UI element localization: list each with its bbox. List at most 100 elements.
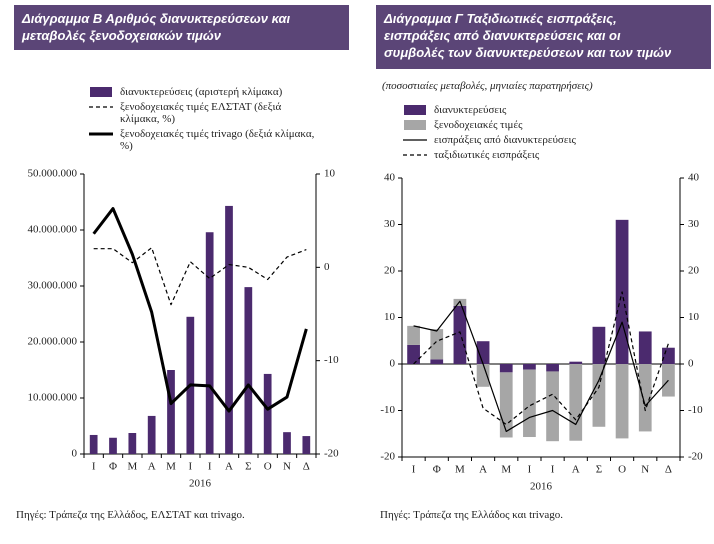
legend-box [404,120,426,130]
y-tick-label: 30 [384,218,396,230]
legend-item: διανυκτερεύσεις (αριστερή κλίμακα) [88,86,318,98]
x-tick-label: Ι [412,464,416,476]
source: Πηγές: Τράπεζα της Ελλάδος και trivago. [380,509,563,521]
bar [638,364,652,432]
y2-tick-label: 30 [688,218,700,230]
bar [569,364,583,441]
x-tick-label: Μ [127,461,137,473]
x-tick-label: Ο [618,464,626,476]
x-tick-label: Α [225,461,233,473]
legend-swatch [403,154,427,156]
legend-label: διανυκτερεύσεις [434,104,507,116]
x-tick-label: Ι [528,464,532,476]
y2-tick-label: -20 [688,451,703,463]
title-line: Διάγραμμα Β Αριθμός διανυκτερεύσεων και [22,11,291,26]
bar [662,347,675,364]
y-tick-label: 10.000.000 [28,392,78,404]
source: Πηγές: Τράπεζα της Ελλάδος, ΕΛΣΤΑΤ και t… [16,509,245,521]
bar [283,432,291,454]
legend-item: ξενοδοχειακές τιμές trivago (δεξιά κλίμα… [88,128,318,152]
y2-tick-label: 0 [688,358,694,370]
y2-tick-label: 0 [324,261,330,273]
chart-title: Διάγραμμα Γ Ταξιδιωτικές εισπράξεις, εισ… [376,5,711,69]
x-tick-label: Μ [501,464,511,476]
bar [407,325,420,345]
y2-tick-label: -10 [688,404,703,416]
y2-tick-label: 20 [688,265,700,277]
x-tick-label: Μ [166,461,176,473]
bar [109,437,117,454]
legend: διανυκτερεύσεις (αριστερή κλίμακα) ξενοδο… [88,86,318,155]
chart-title: Διάγραμμα Β Αριθμός διανυκτερεύσεων και … [14,5,349,50]
legend-item: ξενοδοχειακές τιμές ΕΛΣΤΑΤ (δεξιά κλίμακ… [88,101,318,125]
bar [302,436,311,454]
bar [453,305,467,364]
legend-item: ταξιδιωτικές εισπράξεις [402,149,662,161]
y-tick-label: 40 [384,172,396,184]
legend-swatch [89,106,113,108]
bar [592,326,606,364]
bar [407,344,420,364]
legend-swatch [90,87,112,97]
bar [476,341,490,364]
bar [638,331,652,364]
x-axis-label: 2016 [530,481,553,493]
x-tick-label: Μ [455,464,465,476]
x-tick-label: Ι [188,461,192,473]
bar [523,364,536,370]
y-tick-label: 30.000.000 [28,280,78,292]
bar [147,415,156,454]
bar [592,364,606,427]
x-tick-label: Ο [264,461,272,473]
y2-tick-label: 40 [688,172,700,184]
y-tick-label: 0 [390,358,396,370]
y-tick-label: -20 [380,451,395,463]
bar [430,329,444,360]
bar [499,372,513,438]
x-tick-label: Σ [596,464,602,476]
x-tick-label: Α [479,464,487,476]
legend: διανυκτερεύσεις ξενοδοχειακές τιμές εισπρά… [402,104,662,164]
bar [89,434,98,454]
bar [546,364,559,372]
legend-item: ξενοδοχειακές τιμές [402,119,662,131]
x-tick-label: Ν [641,464,649,476]
line [93,247,307,306]
x-tick-label: Δ [303,461,310,473]
legend-item: διανυκτερεύσεις [402,104,662,116]
y2-tick-label: 10 [688,311,700,323]
title-line: Διάγραμμα Γ Ταξιδιωτικές εισπράξεις, [384,11,617,26]
title-line: συμβολές των διανυκτερεύσεων και των τιμ… [384,45,672,60]
bar [167,370,175,454]
bar [615,364,629,439]
x-tick-label: Ι [208,461,212,473]
x-tick-label: Α [148,461,156,473]
legend-box [404,105,426,115]
x-tick-label: Δ [665,464,672,476]
bar [569,361,583,364]
x-tick-label: Α [572,464,580,476]
y2-tick-label: -10 [324,354,339,366]
y-tick-label: 0 [72,448,78,460]
x-tick-label: Φ [109,461,117,473]
bar [546,371,559,442]
line [413,291,669,426]
title-line: εισπράξεις από διανυκτερεύσεις και οι [384,28,621,43]
title-line: μεταβολές ξενοδοχειακών τιμών [22,28,221,43]
legend-label: ξενοδοχειακές τιμές ΕΛΣΤΑΤ (δεξιά κλίμακ… [120,101,282,125]
y2-tick-label: -20 [324,448,339,460]
bar [225,205,233,454]
legend-label: ξενοδοχειακές τιμές [434,119,523,131]
legend-label: ταξιδιωτικές εισπράξεις [434,149,540,161]
bar [244,287,253,454]
x-axis-label: 2016 [189,478,212,490]
line [413,300,669,433]
legend-label: διανυκτερεύσεις (αριστερή κλίμακα) [120,86,283,98]
bar [205,232,214,454]
y-tick-label: 40.000.000 [28,224,78,236]
x-tick-label: Ν [283,461,291,473]
legend-swatch [403,139,427,141]
y-tick-label: 20.000.000 [28,336,78,348]
y-tick-label: -10 [380,404,395,416]
